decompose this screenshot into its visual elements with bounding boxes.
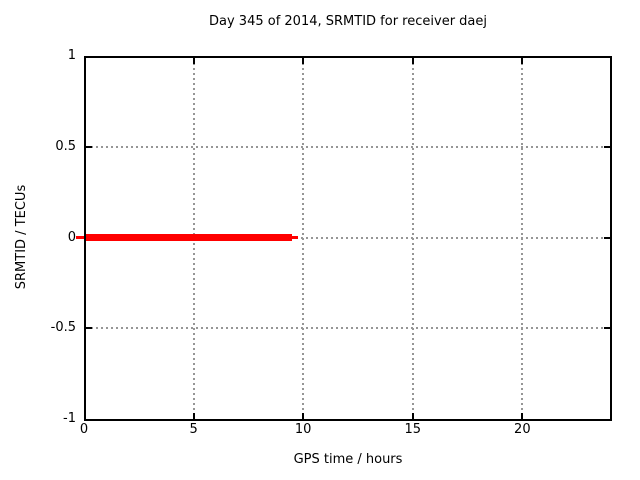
- x-axis-label: GPS time / hours: [293, 452, 403, 467]
- series-layer: [76, 58, 610, 419]
- axis-tick-right: [604, 145, 610, 148]
- axis-tick-bottom: [521, 413, 524, 419]
- grid-line-vertical: [302, 58, 305, 419]
- x-tick-label: 20: [514, 422, 531, 437]
- y-tick-label: -0.5: [50, 320, 76, 336]
- y-tick-label: 0.5: [55, 138, 76, 154]
- axis-tick-left: [86, 145, 92, 148]
- axis-tick-right: [604, 327, 610, 330]
- axis-tick-bottom: [192, 413, 195, 419]
- x-tick-label: 15: [404, 422, 422, 437]
- grid-line-vertical: [521, 58, 524, 419]
- grid-line-horizontal: [86, 236, 610, 239]
- axis-tick-bottom: [302, 413, 305, 419]
- data-series-end-cap: [292, 236, 299, 239]
- axis-tick-top: [521, 58, 524, 64]
- chart-title: Day 345 of 2014, SRMTID for receiver dae…: [209, 14, 487, 29]
- grid-line-horizontal: [86, 327, 610, 330]
- x-tick-label: 0: [79, 422, 89, 437]
- axis-tick-left: [86, 327, 92, 330]
- axis-tick-bottom: [411, 413, 414, 419]
- plot-area: [76, 56, 612, 421]
- tick-layer: [86, 58, 610, 419]
- x-tick-label: 10: [294, 422, 312, 437]
- x-tick-label: 5: [189, 422, 198, 437]
- grid-line-vertical: [411, 58, 414, 419]
- data-series-line: [86, 234, 293, 241]
- y-tick-label: 0: [67, 229, 76, 245]
- grid-line-horizontal: [86, 145, 610, 148]
- data-series-end-cap: [76, 236, 84, 239]
- axis-tick-top: [411, 58, 414, 64]
- axis-tick-top: [302, 58, 305, 64]
- y-tick-label: -1: [63, 411, 76, 426]
- axis-tick-right: [604, 236, 610, 239]
- y-tick-label: 1: [67, 48, 76, 63]
- axis-tick-top: [192, 58, 195, 64]
